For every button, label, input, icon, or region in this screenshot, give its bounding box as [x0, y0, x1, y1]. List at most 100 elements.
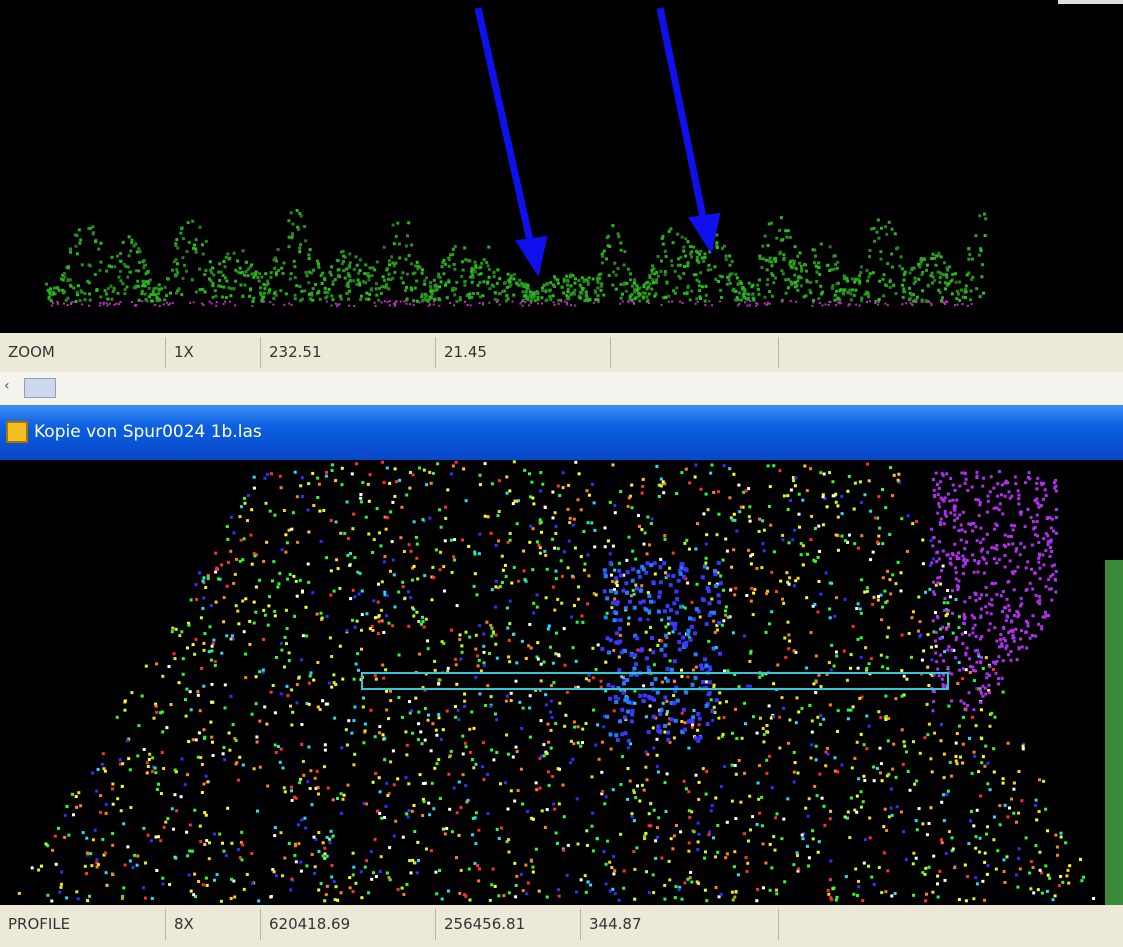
cloud-point [295, 580, 298, 583]
cloud-point [385, 782, 388, 785]
cloud-point [616, 641, 620, 645]
cloud-point [552, 681, 555, 684]
cloud-point [970, 810, 973, 813]
cloud-point [595, 593, 598, 596]
cloud-point [465, 499, 468, 502]
cloud-point [798, 493, 801, 496]
vegetation-point [764, 296, 767, 299]
vegetation-point [630, 293, 633, 296]
vegetation-point [549, 298, 552, 301]
cloud-point [1007, 815, 1010, 818]
cloud-point [226, 525, 229, 528]
vegetation-point [175, 292, 178, 295]
cloud-point [880, 618, 883, 621]
cloud-point [652, 747, 655, 750]
ground-point [335, 303, 337, 305]
cloud-point [941, 841, 944, 844]
ground-point [812, 301, 814, 303]
ground-point [449, 302, 451, 304]
cloud-point [497, 539, 500, 542]
vegetation-point [474, 261, 477, 264]
cloud-point [757, 798, 760, 801]
cloud-point [687, 747, 690, 750]
cloud-point [658, 565, 662, 569]
cloud-point [492, 868, 495, 871]
cloud-point [893, 474, 896, 477]
cloud-point [748, 515, 751, 518]
cloud-point [266, 473, 269, 476]
nav-icon[interactable]: ‹ [4, 378, 20, 396]
cloud-point [872, 766, 875, 769]
vegetation-point [164, 286, 167, 289]
cloud-point [452, 465, 455, 468]
cloud-point [992, 838, 995, 841]
cloud-point [913, 783, 916, 786]
vegetation-point [118, 276, 121, 279]
cloud-point [230, 842, 233, 845]
cloud-point [983, 572, 986, 575]
vegetation-point [158, 288, 161, 291]
cloud-point [827, 889, 830, 892]
vegetation-point [617, 235, 620, 238]
cloud-point [478, 552, 481, 555]
cloud-point [1055, 532, 1058, 535]
vegetation-point [99, 269, 102, 272]
cloud-point [525, 657, 528, 660]
vegetation-point [696, 251, 699, 254]
cloud-point [604, 661, 607, 664]
cloud-point [908, 632, 911, 635]
cloud-point [891, 573, 894, 576]
cloud-point [240, 539, 243, 542]
cloud-point [611, 888, 614, 891]
vegetation-point [393, 271, 396, 274]
cloud-point [133, 854, 136, 857]
cloud-point [103, 767, 106, 770]
cloud-point [813, 603, 816, 606]
vegetation-point [682, 250, 685, 253]
cloud-point [589, 884, 592, 887]
cloud-point [129, 859, 132, 862]
vegetation-point [698, 289, 701, 292]
cloud-point [711, 464, 714, 467]
cloud-point [527, 644, 530, 647]
cloud-point [685, 468, 688, 471]
vegetation-point [642, 296, 645, 299]
cloud-point [683, 542, 686, 545]
vegetation-point [751, 292, 754, 295]
vegetation-point [617, 232, 620, 235]
cloud-point [716, 533, 719, 536]
cloud-point [593, 529, 596, 532]
vegetation-point [204, 269, 207, 272]
cloud-point [215, 568, 218, 571]
cloud-point [182, 673, 185, 676]
vegetation-point [965, 290, 968, 293]
vegetation-point [141, 292, 144, 295]
vegetation-point [790, 265, 793, 268]
cloud-point [308, 703, 311, 706]
cloud-point [454, 658, 457, 661]
cloud-point [1000, 594, 1003, 597]
cloud-point [365, 612, 368, 615]
ground-point [72, 301, 74, 303]
vegetation-point [109, 285, 112, 288]
vegetation-point [272, 297, 275, 300]
cloud-point [614, 611, 618, 615]
cloud-point [447, 667, 450, 670]
vegetation-point [133, 286, 136, 289]
cloud-point [958, 626, 961, 629]
vegetation-point [394, 262, 397, 265]
ground-point [519, 303, 521, 305]
vegetation-point [615, 274, 618, 277]
cloud-point [925, 893, 928, 896]
cloud-point [548, 784, 551, 787]
cloud-point [715, 886, 718, 889]
scroll-thumb[interactable] [24, 378, 56, 398]
cloud-point [367, 483, 370, 486]
cloud-point [883, 851, 886, 854]
cloud-point [652, 726, 655, 729]
vegetation-point [879, 250, 882, 253]
cloud-point [573, 604, 576, 607]
cloud-point [394, 467, 397, 470]
vegetation-point [699, 271, 702, 274]
vegetation-point [785, 236, 788, 239]
